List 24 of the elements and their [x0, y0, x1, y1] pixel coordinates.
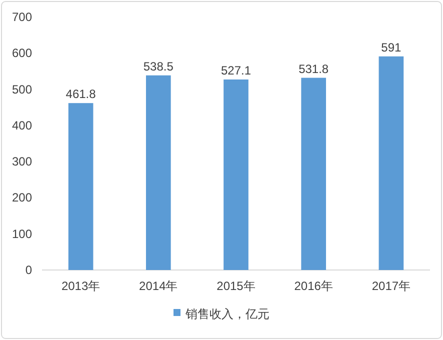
bar — [301, 78, 326, 270]
x-tick-label: 2014年 — [139, 279, 178, 293]
bar — [378, 56, 404, 270]
bar — [224, 79, 248, 270]
data-label: 591 — [381, 40, 402, 54]
x-tick-label: 2013年 — [61, 279, 100, 293]
x-tick-label: 2015年 — [216, 279, 256, 293]
y-tick-label: 200 — [12, 190, 32, 205]
bar — [68, 103, 94, 270]
y-tick-label: 300 — [12, 154, 32, 169]
data-label: 531.8 — [298, 62, 329, 76]
bar — [146, 75, 171, 270]
y-tick-label: 100 — [12, 226, 32, 241]
data-label: 461.8 — [66, 87, 96, 102]
legend-label: 销售收入，亿元 — [184, 307, 270, 321]
data-label: 527.1 — [220, 63, 252, 78]
y-tick-label: 500 — [12, 82, 32, 96]
y-tick-label: 600 — [12, 46, 32, 60]
y-tick-label: 400 — [12, 118, 32, 132]
x-tick-label: 2017年 — [372, 279, 411, 293]
y-tick-label: 700 — [12, 10, 32, 24]
data-label: 538.5 — [143, 59, 174, 74]
x-tick-label: 2016年 — [294, 279, 333, 293]
y-tick-label: 0 — [25, 263, 32, 277]
